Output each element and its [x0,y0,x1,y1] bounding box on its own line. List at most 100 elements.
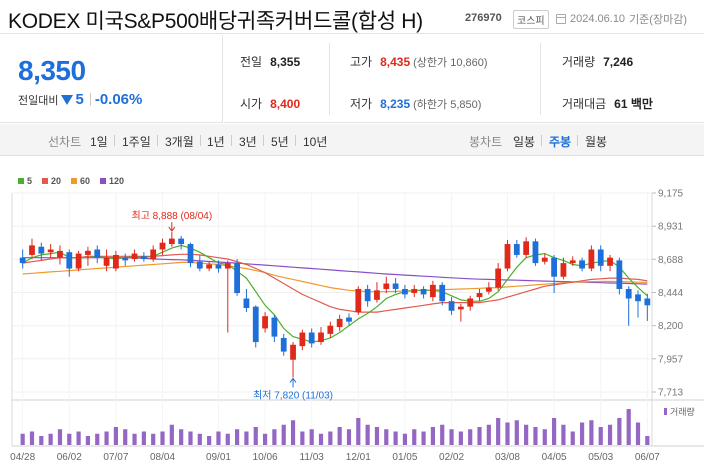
candle-body [75,253,82,269]
x-tick-label: 12/01 [346,452,371,463]
tab-divider [200,135,201,146]
x-tick-label: 04/05 [542,452,567,463]
candle-body [635,294,641,302]
stats-divider [329,43,330,115]
volume-bar [20,433,25,445]
volume-bar [290,420,296,445]
legend-ma-20[interactable]: 20 [42,176,61,186]
stat-amount: 거래대금 61 백만 [562,95,653,112]
candle-body [336,318,343,328]
candle-body [318,332,324,343]
candle-body [457,306,464,310]
tab-period-1d[interactable]: 1일 [90,135,108,149]
volume-bar [458,431,463,445]
candle-body [495,268,502,288]
candle-body [308,332,315,344]
candle-body [364,288,371,302]
volume-bar [67,433,72,445]
candle-body [224,263,231,269]
volume-bar [635,422,641,445]
volume-bar [356,418,361,445]
volume-bar [496,418,501,445]
tab-period-1y[interactable]: 1년 [207,135,225,149]
candle-body [271,317,278,337]
stat-low-label: 저가 [350,97,373,111]
volume-bar [225,433,230,445]
stat-open-label: 시가 [240,97,263,111]
low-annotation: 최저 7,820 (11/03) [253,389,333,401]
volume-bar [141,431,146,445]
volume-bar [123,429,128,445]
candle-body [392,283,399,289]
high-annotation: 최고 8,888 (08/04) [132,210,213,222]
volume-bar [524,424,529,445]
volume-bar [318,433,324,445]
candle-body [523,241,530,255]
stat-upper-limit: (상한가 10,860) [413,57,488,69]
tab-period-3y[interactable]: 3년 [239,135,257,149]
candle-body [607,257,613,266]
tab-candle-daily[interactable]: 일봉 [513,135,536,149]
volume-bar [253,427,258,445]
tab-period-10y[interactable]: 10년 [303,135,328,149]
volume-bar [561,424,566,445]
volume-bar [412,429,417,445]
stat-high-value: 8,435 [380,55,411,69]
candle-body [262,316,268,329]
volume-bar [188,431,193,445]
legend-swatch [18,178,24,184]
y-tick-label: 8,444 [658,288,683,299]
volume-bar [85,436,91,445]
legend-ma-120[interactable]: 120 [100,176,124,186]
tab-period-1w[interactable]: 1주일 [122,135,151,149]
volume-bar [402,433,408,445]
candle-body [103,257,110,266]
stat-high-label: 고가 [350,55,373,69]
tab-candle-monthly[interactable]: 월봉 [585,135,608,149]
volume-bar [244,431,249,445]
legend-ma-5[interactable]: 5 [18,176,32,186]
volume-bar [197,433,202,445]
tab-period-5y[interactable]: 5년 [271,135,289,149]
stat-lower-limit: (하한가 5,850) [413,99,482,111]
volume-legend-swatch [664,408,667,415]
volume-bar [160,431,165,445]
base-date: 2024.06.10 [570,13,626,25]
candle-body [467,298,474,307]
ma-legend: 5 20 60 120 [18,176,134,186]
candle-body [625,288,632,299]
candle-body [178,238,185,245]
candle-body [355,288,362,313]
volume-bar [542,429,547,445]
candle-body [122,257,129,261]
candle-chart-label: 봉차트 [469,135,503,149]
volume-bar [598,427,603,445]
change-percent: -0.06% [94,91,143,108]
legend-label: 5 [27,176,33,186]
ma-line-5 [22,244,648,343]
volume-bar [29,431,35,445]
volume-bar [76,431,81,445]
tab-candle-weekly[interactable]: 주봉 [549,135,572,149]
volume-bar [272,429,277,445]
candle-body [47,249,54,253]
candle-body [420,288,427,295]
legend-ma-60[interactable]: 60 [71,176,90,186]
volume-bar [113,427,118,445]
tab-divider [541,135,542,146]
y-tick-label: 7,957 [658,354,683,365]
line-chart-label: 선차트 [48,135,82,149]
stat-volume: 거래량 7,246 [562,53,633,70]
candle-body [19,257,26,264]
volume-bar [570,431,575,445]
stat-volume-value: 7,246 [603,55,634,69]
candle-body [327,325,334,334]
volume-bar [384,429,389,445]
volume-bar [645,436,650,445]
tab-period-3m[interactable]: 3개월 [165,135,194,149]
y-tick-label: 9,175 [658,189,683,200]
stat-low-value: 8,235 [380,97,411,111]
candle-body [234,263,240,294]
volume-bar [533,427,538,445]
